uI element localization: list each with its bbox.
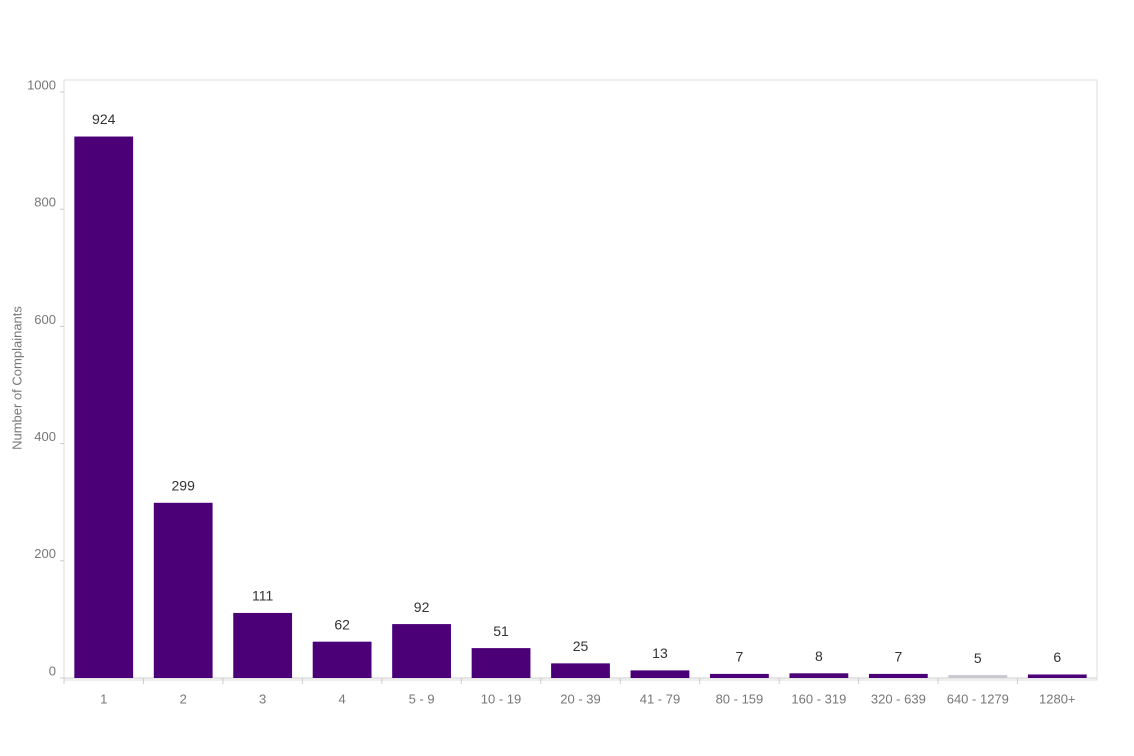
y-tick-label: 600 [34, 312, 56, 327]
bar [868, 673, 928, 678]
bar [233, 612, 293, 678]
bar [630, 670, 690, 678]
data-label: 7 [894, 649, 902, 665]
data-label: 13 [652, 645, 668, 661]
x-tick-label: 160 - 319 [791, 691, 846, 706]
data-label: 6 [1053, 649, 1061, 665]
data-label: 5 [974, 650, 982, 666]
x-tick-label: 640 - 1279 [947, 691, 1009, 706]
data-label: 51 [493, 623, 509, 639]
x-tick-label: 4 [338, 691, 345, 706]
y-tick-label: 400 [34, 429, 56, 444]
bar [710, 673, 769, 678]
y-axis-title: Number of Complainants [9, 306, 24, 450]
bar [948, 675, 1008, 678]
bar [1027, 674, 1087, 678]
x-tick-label: 10 - 19 [481, 691, 521, 706]
bar [312, 641, 372, 678]
y-tick-label: 800 [34, 195, 56, 210]
data-label: 111 [252, 588, 273, 604]
bar [74, 136, 134, 678]
x-tick-label: 20 - 39 [560, 691, 600, 706]
data-label: 924 [92, 111, 116, 127]
x-tick-label: 41 - 79 [640, 691, 680, 706]
data-label: 8 [815, 648, 823, 664]
x-tick-label: 320 - 639 [871, 691, 926, 706]
y-tick-label: 200 [34, 546, 56, 561]
x-tick-label: 1 [100, 691, 107, 706]
bar [153, 502, 213, 678]
y-tick-label: 0 [49, 663, 56, 678]
bar [551, 663, 610, 678]
x-tick-label: 1280+ [1039, 691, 1076, 706]
x-tick-label: 5 - 9 [409, 691, 435, 706]
x-tick-label: 3 [259, 691, 266, 706]
y-tick-label: 1000 [27, 77, 56, 92]
x-tick-label: 80 - 159 [716, 691, 764, 706]
plot-frame [63, 79, 1098, 681]
data-label: 92 [414, 599, 430, 615]
data-label: 25 [573, 638, 589, 654]
bar [789, 673, 849, 678]
bar [471, 648, 531, 678]
x-tick-label: 2 [180, 691, 187, 706]
data-label: 7 [736, 649, 744, 665]
data-label: 299 [172, 477, 196, 493]
data-label: 62 [334, 616, 350, 632]
bar [392, 624, 451, 678]
